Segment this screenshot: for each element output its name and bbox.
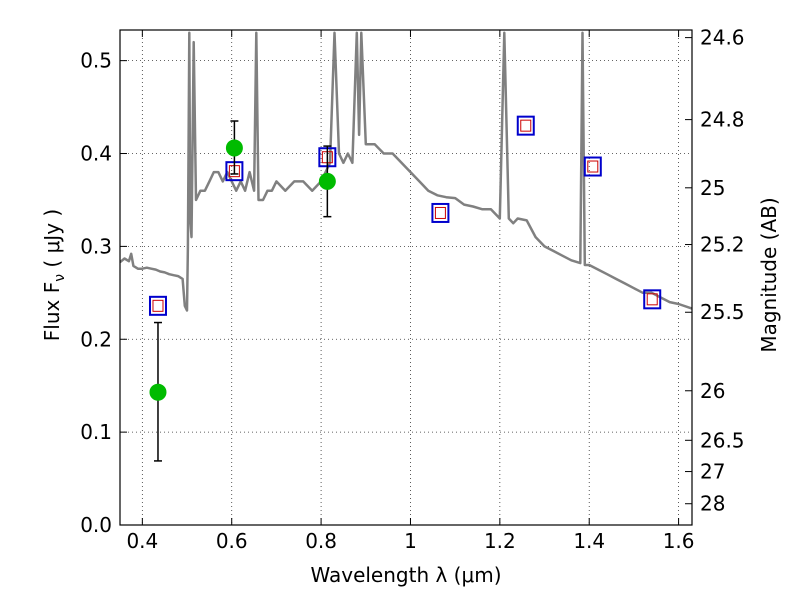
observed-photometry-marker	[318, 172, 336, 190]
photometry-points	[148, 115, 662, 462]
x-axis-label: Wavelength λ (μm)	[310, 563, 501, 587]
y-axis-label-right: Magnitude (AB)	[757, 197, 781, 352]
model-photometry-square	[643, 289, 662, 310]
x-tick-label: 1.2	[484, 529, 516, 553]
observed-photometry-marker	[225, 139, 243, 157]
y-tick-label: 0.4	[80, 142, 112, 166]
x-tick-label: 1.4	[573, 529, 605, 553]
x-tick-label: 1.6	[663, 529, 695, 553]
observed-photometry-marker	[149, 383, 167, 401]
y-tick-label: 0.5	[80, 49, 112, 73]
model-photometry-inner-square	[587, 160, 599, 173]
mag-tick-label: 25	[700, 176, 725, 200]
x-tick-label: 0.6	[216, 529, 248, 553]
model-photometry-point	[148, 295, 167, 316]
mag-tick-label: 24.6	[700, 26, 745, 50]
y-tick-label: 0.2	[80, 327, 112, 351]
axis-ticks: 0.4 0.6 0.8 1 1.2 1.4 1.6 0.0 0.1 0.2 0.3 0.4 0.5 24.…	[80, 26, 744, 553]
mag-tick-label: 28	[700, 492, 725, 516]
y-axis-label-left: Flux Fν ( μJy )	[40, 209, 68, 341]
mag-tick-label: 24.8	[700, 108, 745, 132]
observed-photometry-point	[149, 321, 167, 462]
mag-tick-label: 25.2	[700, 233, 745, 257]
plot-frame	[119, 29, 693, 526]
y-tick-label: 0.1	[80, 420, 112, 444]
model-photometry-point	[583, 156, 602, 177]
observed-photometry-point	[318, 145, 336, 218]
grid	[120, 30, 692, 526]
model-photometry-point	[431, 202, 450, 223]
mag-tick-label: 27	[700, 460, 725, 484]
mag-tick-label: 25.5	[700, 300, 745, 324]
y-axis-label-unit: ( μJy )	[40, 209, 64, 274]
model-photometry-square	[583, 156, 602, 177]
mag-tick-label: 26.5	[700, 428, 745, 452]
y-tick-label: 0.0	[80, 513, 112, 537]
y-axis-label-sub: ν	[52, 274, 68, 282]
model-photometry-point	[643, 289, 662, 310]
model-photometry-inner-square	[520, 119, 532, 132]
y-tick-label: 0.3	[80, 234, 112, 258]
model-photometry-inner-square	[434, 206, 446, 219]
model-spectrum-line	[120, 31, 692, 312]
model-photometry-square	[516, 115, 535, 136]
model-photometry-inner-square	[646, 293, 658, 306]
model-spectrum	[120, 31, 692, 312]
y-axis-label-main: Flux F	[40, 282, 64, 341]
observed-photometry-point	[225, 120, 243, 175]
model-photometry-square	[431, 202, 450, 223]
model-photometry-point	[516, 115, 535, 136]
x-tick-label: 0.8	[305, 529, 337, 553]
mag-tick-label: 26	[700, 379, 725, 403]
x-tick-label: 0.4	[126, 529, 158, 553]
model-photometry-square	[148, 295, 167, 316]
x-tick-label: 1	[404, 529, 417, 553]
model-photometry-inner-square	[152, 299, 164, 312]
